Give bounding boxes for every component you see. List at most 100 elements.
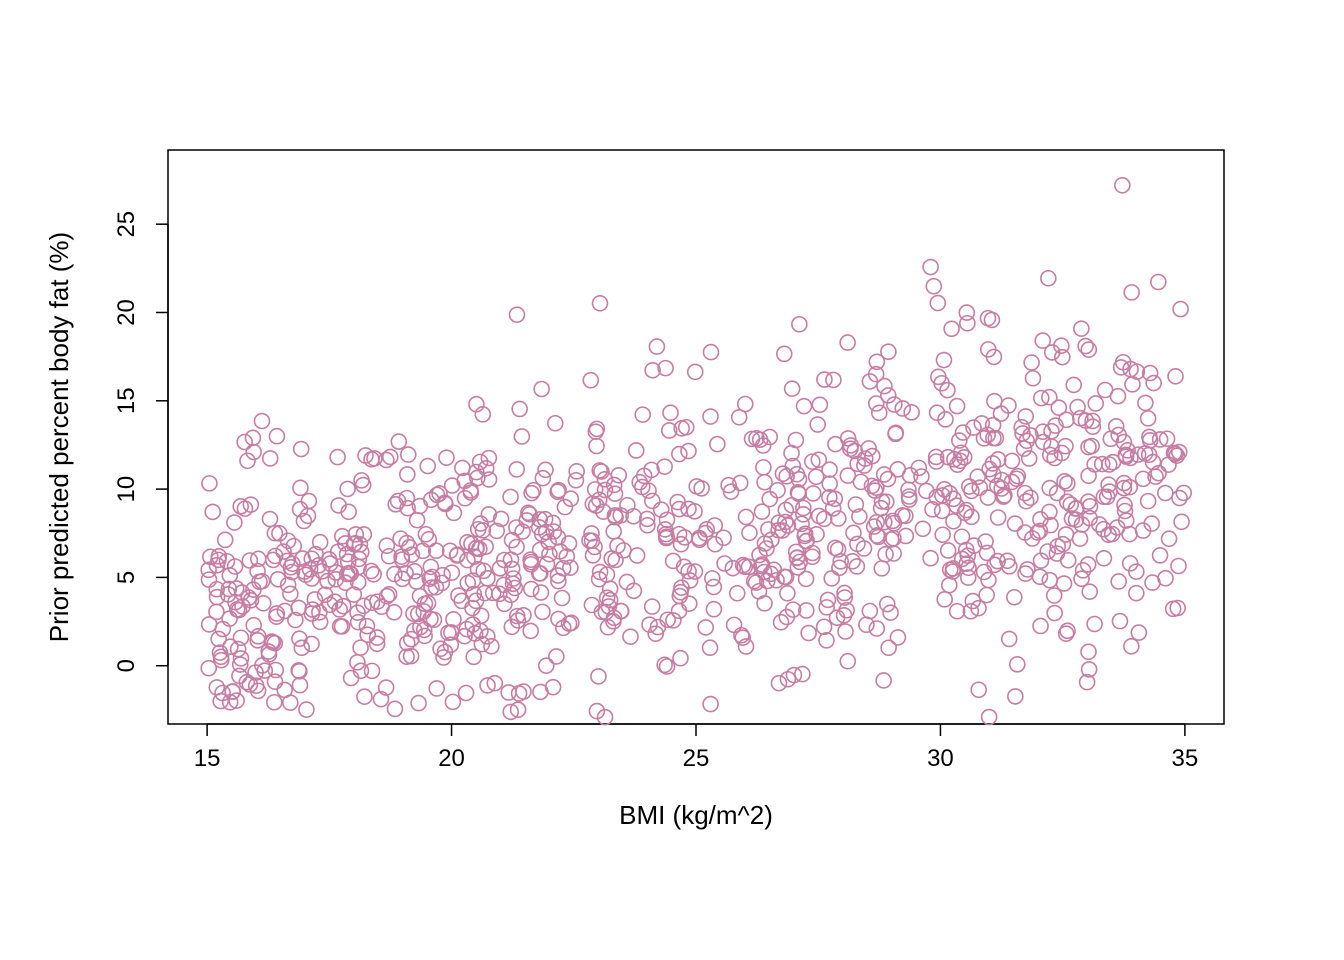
data-point [606, 524, 621, 539]
data-point [421, 532, 436, 547]
data-point [987, 394, 1002, 409]
data-point [242, 553, 257, 568]
data-point [923, 551, 938, 566]
data-point [293, 480, 308, 495]
data-point [788, 433, 803, 448]
data-point [797, 399, 812, 414]
data-point [344, 670, 359, 685]
data-point [1041, 271, 1056, 286]
data-point [1047, 606, 1062, 621]
scatter-chart: 1520253035 0510152025 BMI (kg/m^2) Prior… [0, 0, 1344, 960]
data-point [357, 689, 372, 704]
data-point [629, 443, 644, 458]
data-point [991, 452, 1006, 467]
data-point [937, 592, 952, 607]
data-point [365, 663, 380, 678]
data-point [950, 604, 965, 619]
data-point [645, 493, 660, 508]
data-point [1082, 584, 1097, 599]
data-point [360, 627, 375, 642]
data-point [950, 399, 965, 414]
data-point [391, 434, 406, 449]
data-point [400, 636, 415, 651]
data-point [935, 527, 950, 542]
data-point [819, 633, 834, 648]
data-point [330, 450, 345, 465]
x-tick-label: 25 [683, 745, 710, 772]
data-point [557, 500, 572, 515]
data-point [509, 462, 524, 477]
data-point [817, 619, 832, 634]
x-axis-ticks: 1520253035 [194, 724, 1198, 772]
data-point [516, 684, 531, 699]
data-point [1111, 574, 1126, 589]
data-point [703, 409, 718, 424]
chart-svg: 1520253035 0510152025 BMI (kg/m^2) Prior… [0, 0, 1344, 960]
data-point [263, 451, 278, 466]
data-point [840, 335, 855, 350]
data-point [1033, 618, 1048, 633]
data-point [484, 639, 499, 654]
data-point [245, 430, 260, 445]
data-point [657, 459, 672, 474]
data-point [539, 658, 554, 673]
data-point [964, 483, 979, 498]
data-point [1078, 339, 1093, 354]
data-point [959, 305, 974, 320]
x-tick-label: 15 [194, 745, 221, 772]
data-point [982, 710, 997, 725]
data-point [881, 640, 896, 655]
data-point [706, 602, 721, 617]
data-point [1083, 499, 1098, 514]
data-point [533, 585, 548, 600]
data-point [869, 621, 884, 636]
data-point [593, 296, 608, 311]
data-point [268, 662, 283, 677]
data-point [888, 425, 903, 440]
data-point [645, 599, 660, 614]
data-point [824, 571, 839, 586]
data-point [703, 345, 718, 360]
data-point [350, 655, 365, 670]
data-point [433, 641, 448, 656]
data-point [1081, 468, 1096, 483]
y-tick-label: 0 [113, 659, 140, 672]
data-point [1008, 516, 1023, 531]
data-point [1110, 389, 1125, 404]
data-point [1073, 531, 1088, 546]
data-point [792, 317, 807, 332]
data-point [1174, 514, 1189, 529]
y-tick-label: 25 [113, 211, 140, 238]
data-point [299, 702, 314, 717]
data-point [292, 664, 307, 679]
data-point [812, 397, 827, 412]
data-point [411, 696, 426, 711]
data-point [1168, 369, 1183, 384]
data-point [771, 676, 786, 691]
data-point [1059, 527, 1074, 542]
data-point [730, 586, 745, 601]
data-point [292, 678, 307, 693]
data-point [872, 405, 887, 420]
data-point [971, 682, 986, 697]
data-point [635, 407, 650, 422]
data-point [620, 498, 635, 513]
data-point [294, 640, 309, 655]
data-point [585, 548, 600, 563]
data-point [611, 468, 626, 483]
data-point [890, 630, 905, 645]
data-point [838, 624, 853, 639]
data-point [383, 449, 398, 464]
data-point [267, 695, 282, 710]
data-point [233, 499, 248, 514]
data-point [672, 447, 687, 462]
data-point [1007, 590, 1022, 605]
data-point [538, 462, 553, 477]
data-point [869, 396, 884, 411]
data-point [509, 307, 524, 322]
data-point [1008, 689, 1023, 704]
data-point [1096, 551, 1111, 566]
y-tick-label: 15 [113, 387, 140, 414]
data-point [439, 450, 454, 465]
data-point [1173, 302, 1188, 317]
